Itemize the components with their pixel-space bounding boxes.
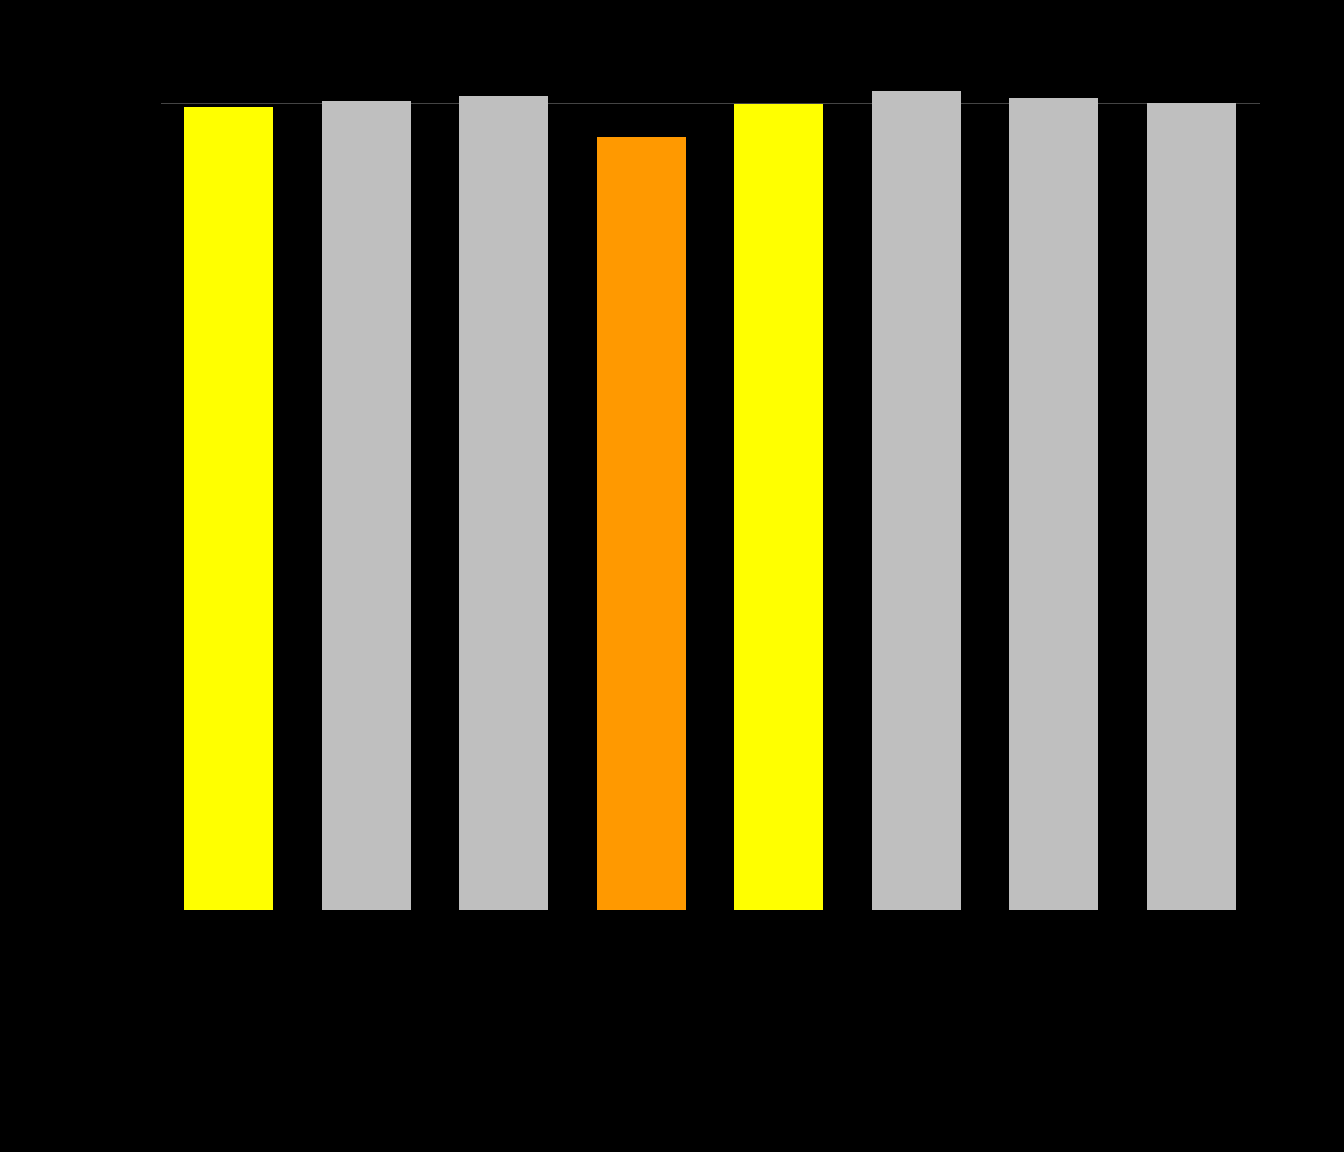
y-tick-label: 80 [90, 216, 150, 244]
bar [872, 91, 961, 910]
x-tick-label: ImageNet [1010, 925, 1097, 948]
x-tick-label: CIFAR-100 [454, 925, 553, 948]
bar-chart: 020406080100 MNISTCIFAR-10CIFAR-100Rando… [90, 40, 1290, 1112]
bar [184, 107, 273, 910]
x-tick-label: MNIST [198, 925, 260, 948]
y-tick-label: 100 [90, 46, 150, 74]
x-tick-label: STL-10 [1158, 925, 1224, 948]
bar [597, 137, 686, 911]
y-tick-mark [152, 570, 160, 571]
y-axis-label: Accuracy (%) [107, 418, 139, 584]
y-tick-mark [152, 740, 160, 741]
y-tick-mark [152, 230, 160, 231]
plot-area [160, 60, 1260, 910]
y-tick-mark [152, 400, 160, 401]
y-tick-mark [152, 60, 160, 61]
y-tick-mark [152, 910, 160, 911]
y-axis [160, 60, 161, 910]
bar [734, 104, 823, 910]
y-tick-label: 0 [90, 896, 150, 924]
x-axis-label: Dataset [90, 1000, 1290, 1032]
x-tick-label: SVHN [888, 925, 944, 948]
bar [1009, 98, 1098, 910]
x-tick-label: Random2 [735, 925, 822, 948]
x-axis [160, 910, 1260, 911]
y-tick-label: 20 [90, 726, 150, 754]
x-tick-label: CIFAR-10 [322, 925, 410, 948]
bar [459, 96, 548, 910]
bar [1147, 103, 1236, 911]
x-tick-label: Random1 [598, 925, 685, 948]
y-tick-label: 60 [90, 386, 150, 414]
bar [322, 101, 411, 910]
